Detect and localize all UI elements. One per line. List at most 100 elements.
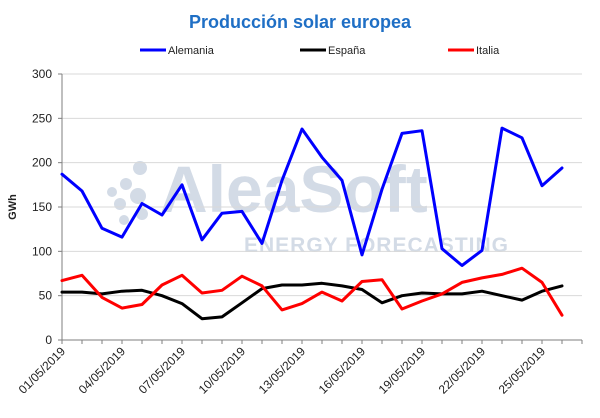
data-point-españa [321, 282, 324, 285]
data-point-alemania [141, 202, 144, 205]
data-point-italia [201, 292, 204, 295]
data-point-españa [301, 284, 304, 287]
data-point-italia [101, 296, 104, 299]
aleasoft-logo-dots [107, 161, 148, 225]
y-axis-label: GWh [7, 194, 19, 220]
data-point-italia [261, 284, 264, 287]
data-point-españa [61, 291, 64, 294]
data-point-alemania [481, 249, 484, 252]
data-point-alemania [441, 247, 444, 250]
data-point-españa [241, 301, 244, 304]
legend-label-alemania: Alemania [168, 45, 215, 57]
x-tick-label: 07/05/2019 [136, 344, 189, 397]
data-point-españa [141, 289, 144, 292]
y-tick-label: 0 [45, 333, 52, 347]
series-lines [60, 126, 564, 321]
data-point-alemania [121, 236, 124, 239]
data-point-italia [481, 276, 484, 279]
y-tick-label: 150 [32, 200, 52, 214]
data-point-alemania [401, 132, 404, 135]
data-point-alemania [81, 190, 84, 193]
series-line-alemania [60, 126, 564, 267]
data-point-italia [61, 279, 64, 282]
data-point-italia [501, 273, 504, 276]
data-point-españa [221, 315, 224, 318]
y-tick-label: 250 [32, 111, 52, 125]
data-point-italia [281, 308, 284, 311]
axes: 0 50 100 150 200 250 300 01/05/2019 04/05/2019 07… [16, 67, 583, 397]
data-point-alemania [301, 127, 304, 130]
data-point-españa [521, 299, 524, 302]
data-point-alemania [241, 210, 244, 213]
data-point-italia [421, 299, 424, 302]
data-point-españa [81, 291, 84, 294]
x-tick-label: 10/05/2019 [196, 344, 249, 397]
data-point-alemania [541, 184, 544, 187]
data-point-italia [81, 274, 84, 277]
data-point-alemania [221, 212, 224, 215]
data-point-españa [121, 290, 124, 293]
legend-label-italia: Italia [476, 45, 500, 57]
data-point-españa [541, 290, 544, 293]
watermark-sub-text: ENERGY FORECASTING [244, 234, 509, 257]
data-point-italia [321, 291, 324, 294]
data-point-alemania [361, 253, 364, 256]
data-point-españa [481, 290, 484, 293]
data-point-italia [221, 289, 224, 292]
y-tick-label: 100 [32, 244, 52, 258]
data-point-alemania [201, 238, 204, 241]
series-line-españa [60, 281, 564, 321]
data-point-españa [461, 292, 464, 295]
data-point-italia [561, 314, 564, 317]
data-point-italia [401, 307, 404, 310]
aleasoft-watermark: AleaSoft ENERGY FORECASTING [107, 152, 509, 257]
data-point-españa [181, 302, 184, 305]
legend: Alemania España Italia [140, 45, 500, 57]
data-point-italia [181, 274, 184, 277]
data-point-alemania [101, 227, 104, 230]
data-point-italia [441, 292, 444, 295]
data-point-alemania [421, 129, 424, 132]
data-point-alemania [381, 188, 384, 191]
x-tick-label: 16/05/2019 [316, 344, 369, 397]
data-point-alemania [501, 127, 504, 130]
data-point-italia [541, 281, 544, 284]
data-point-italia [381, 278, 384, 281]
data-point-italia [301, 302, 304, 305]
y-tick-label: 50 [39, 289, 53, 303]
data-point-españa [561, 284, 564, 287]
x-tick-label: 22/05/2019 [436, 344, 489, 397]
data-point-alemania [341, 179, 344, 182]
data-point-alemania [461, 264, 464, 267]
data-point-españa [281, 284, 284, 287]
data-point-italia [521, 267, 524, 270]
data-point-alemania [561, 166, 564, 169]
data-point-alemania [261, 242, 264, 245]
x-tick-label: 19/05/2019 [376, 344, 429, 397]
data-point-alemania [521, 136, 524, 139]
data-point-italia [141, 303, 144, 306]
data-point-italia [461, 281, 464, 284]
data-point-italia [341, 299, 344, 302]
data-point-alemania [181, 183, 184, 186]
x-tick-label: 13/05/2019 [256, 344, 309, 397]
data-point-italia [361, 280, 364, 283]
data-point-italia [161, 284, 164, 287]
legend-label-españa: España [328, 45, 366, 57]
y-tick-label: 200 [32, 156, 52, 170]
data-point-españa [161, 294, 164, 297]
x-tick-label: 01/05/2019 [16, 344, 69, 397]
data-point-alemania [281, 179, 284, 182]
y-tick-label: 300 [32, 67, 52, 81]
series-line-italia [60, 266, 564, 317]
x-tick-label: 25/05/2019 [496, 344, 549, 397]
data-point-españa [401, 294, 404, 297]
data-point-alemania [61, 173, 64, 176]
x-tick-label: 04/05/2019 [76, 344, 129, 397]
data-point-españa [421, 292, 424, 295]
data-point-españa [381, 301, 384, 304]
data-point-alemania [321, 156, 324, 159]
data-point-alemania [161, 213, 164, 216]
data-point-italia [121, 307, 124, 310]
